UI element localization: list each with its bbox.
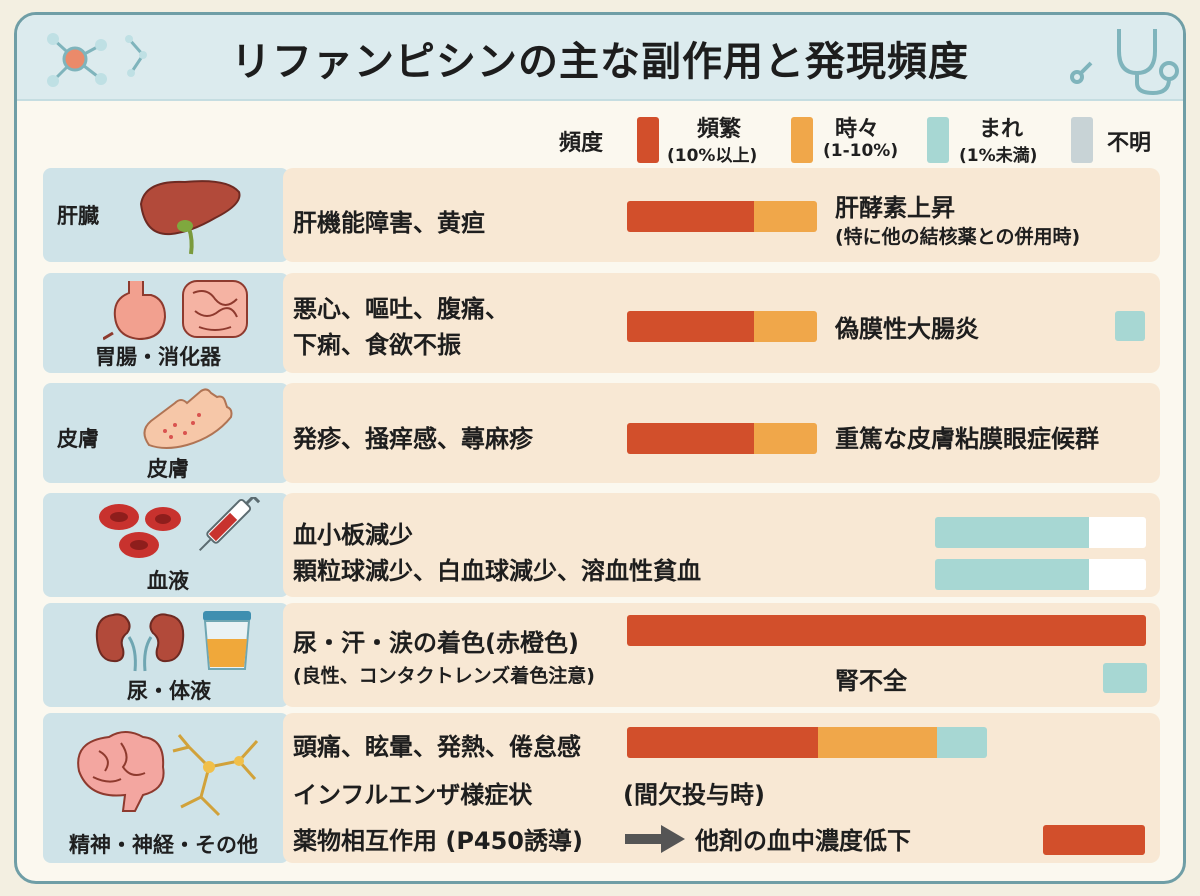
legend-swatch-frequent bbox=[637, 117, 659, 163]
legend-unknown-name: 不明 bbox=[1107, 131, 1152, 156]
category-label-sub: 皮膚 bbox=[147, 457, 189, 481]
legend-swatch-sometimes bbox=[791, 117, 813, 163]
effect-row-urine: 尿・汗・涙の着色(赤橙色) (良性、コンタクトレンズ着色注意) 腎不全 bbox=[283, 603, 1160, 707]
legend: 頻度 頻繁 (10%以上) 時々 (1-10%) まれ (1%未満) 不明 bbox=[17, 113, 1183, 171]
bar-segment-rare bbox=[935, 559, 1090, 590]
legend-rare-range: (1%未満) bbox=[959, 146, 1038, 166]
effect-row-gi: 悪心、嘔吐、腹痛、 下痢、食欲不振 偽膜性大腸炎 bbox=[283, 273, 1160, 373]
effect-row-neuro: 頭痛、眩暈、発熱、倦怠感 インフルエンザ様症状 (間欠投与時) 薬物相互作用 (… bbox=[283, 713, 1160, 863]
bar-segment-rare bbox=[936, 727, 987, 758]
effect-text: 頭痛、眩暈、発熱、倦怠感 bbox=[293, 733, 581, 761]
effect-text: 悪心、嘔吐、腹痛、 bbox=[293, 295, 509, 323]
bar-segment-frequent bbox=[627, 423, 755, 454]
bar-segment-frequent bbox=[627, 311, 755, 342]
header: リファンピシンの主な副作用と発現頻度 bbox=[17, 15, 1183, 101]
frequency-box-rare bbox=[1115, 311, 1145, 341]
category-label: 精神・神経・その他 bbox=[69, 833, 258, 857]
legend-swatch-unknown bbox=[1071, 117, 1093, 163]
effect-text: 顆粒球減少、白血球減少、溶血性貧血 bbox=[293, 557, 701, 585]
page-title: リファンピシンの主な副作用と発現頻度 bbox=[231, 39, 969, 85]
legend-title: 頻度 bbox=[559, 131, 604, 156]
frequency-bar bbox=[627, 423, 817, 454]
effect-row-skin: 発疹、掻痒感、蕁麻疹 重篤な皮膚粘膜眼症候群 bbox=[283, 383, 1160, 483]
category-liver: 肝臓 bbox=[43, 168, 289, 262]
category-urine: 尿・体液 bbox=[43, 603, 289, 707]
rash-hand-icon bbox=[143, 388, 233, 449]
bar-segment-sometimes bbox=[754, 201, 817, 232]
brain-neuron-icon bbox=[77, 731, 259, 817]
legend-sometimes-range: (1-10%) bbox=[823, 141, 899, 161]
effect-text: インフルエンザ様症状 bbox=[293, 781, 533, 809]
molecule-icon bbox=[47, 33, 147, 87]
frequency-box-rare bbox=[1103, 663, 1147, 693]
frequency-box-frequent bbox=[1043, 825, 1145, 855]
arrow-right-icon bbox=[625, 825, 685, 853]
bar-segment-sometimes bbox=[754, 311, 817, 342]
effect-text: 尿・汗・涙の着色(赤橙色) bbox=[293, 629, 579, 657]
bar-segment-sometimes bbox=[754, 423, 817, 454]
liver-icon bbox=[139, 180, 241, 255]
effect-text: 薬物相互作用 (P450誘導) bbox=[293, 827, 583, 855]
effect-text: 血小板減少 bbox=[293, 521, 413, 549]
bar-segment-empty bbox=[1089, 559, 1146, 590]
effect-row-blood: 血小板減少 顆粒球減少、白血球減少、溶血性貧血 bbox=[283, 493, 1160, 597]
effect-text: 肝機能障害、黄疸 bbox=[293, 209, 485, 237]
result-text: 他剤の血中濃度低下 bbox=[695, 827, 911, 855]
category-gi: 胃腸・消化器 bbox=[43, 273, 289, 373]
legend-rare-name: まれ bbox=[979, 117, 1024, 142]
legend-sometimes-name: 時々 bbox=[835, 117, 880, 142]
stomach-intestine-icon bbox=[103, 280, 248, 341]
bar-segment-frequent bbox=[627, 727, 818, 758]
legend-frequent-name: 頻繁 bbox=[697, 117, 742, 142]
bar-segment-rare bbox=[935, 517, 1090, 548]
stethoscope-icon bbox=[1070, 29, 1179, 96]
frequency-bar bbox=[627, 615, 1146, 646]
category-label: 血液 bbox=[147, 569, 189, 593]
legend-frequent-range: (10%以上) bbox=[667, 146, 758, 166]
note-text: 重篤な皮膚粘膜眼症候群 bbox=[835, 425, 1099, 453]
effect-text: 発疹、掻痒感、蕁麻疹 bbox=[293, 425, 533, 453]
category-label: 胃腸・消化器 bbox=[95, 345, 221, 369]
category-neuro: 精神・神経・その他 bbox=[43, 713, 289, 863]
effect-subtext: (良性、コンタクトレンズ着色注意) bbox=[293, 665, 595, 687]
frequency-bar bbox=[627, 201, 817, 232]
category-label: 肝臓 bbox=[57, 204, 99, 228]
kidney-urine-cup-icon bbox=[95, 611, 251, 672]
bar-segment-sometimes bbox=[817, 727, 937, 758]
category-label: 皮膚 bbox=[57, 427, 99, 451]
bar-segment-empty bbox=[1089, 517, 1146, 548]
effect-row-liver: 肝機能障害、黄疸 肝酵素上昇 (特に他の結核薬との併用時) bbox=[283, 168, 1160, 262]
frequency-bar bbox=[627, 727, 987, 758]
legend-swatch-rare bbox=[927, 117, 949, 163]
category-blood: 血液 bbox=[43, 493, 289, 597]
category-skin: 皮膚 皮膚 bbox=[43, 383, 289, 483]
bar-segment-frequent bbox=[627, 201, 755, 232]
effect-text: 下痢、食欲不振 bbox=[293, 331, 461, 359]
category-label: 尿・体液 bbox=[127, 679, 211, 703]
frequency-bar bbox=[627, 311, 817, 342]
note-text: 偽膜性大腸炎 bbox=[835, 315, 979, 343]
effect-extra: (間欠投与時) bbox=[623, 781, 765, 809]
note-text: 腎不全 bbox=[835, 667, 907, 695]
frequency-bar bbox=[935, 559, 1146, 590]
infographic-frame: リファンピシンの主な副作用と発現頻度 頻度 頻繁 ( bbox=[14, 12, 1186, 884]
bar-segment-frequent bbox=[627, 615, 1146, 646]
blood-cells-syringe-icon bbox=[99, 497, 261, 558]
note-text: 肝酵素上昇 bbox=[835, 194, 955, 222]
frequency-bar bbox=[935, 517, 1146, 548]
note-subtext: (特に他の結核薬との併用時) bbox=[835, 226, 1081, 248]
